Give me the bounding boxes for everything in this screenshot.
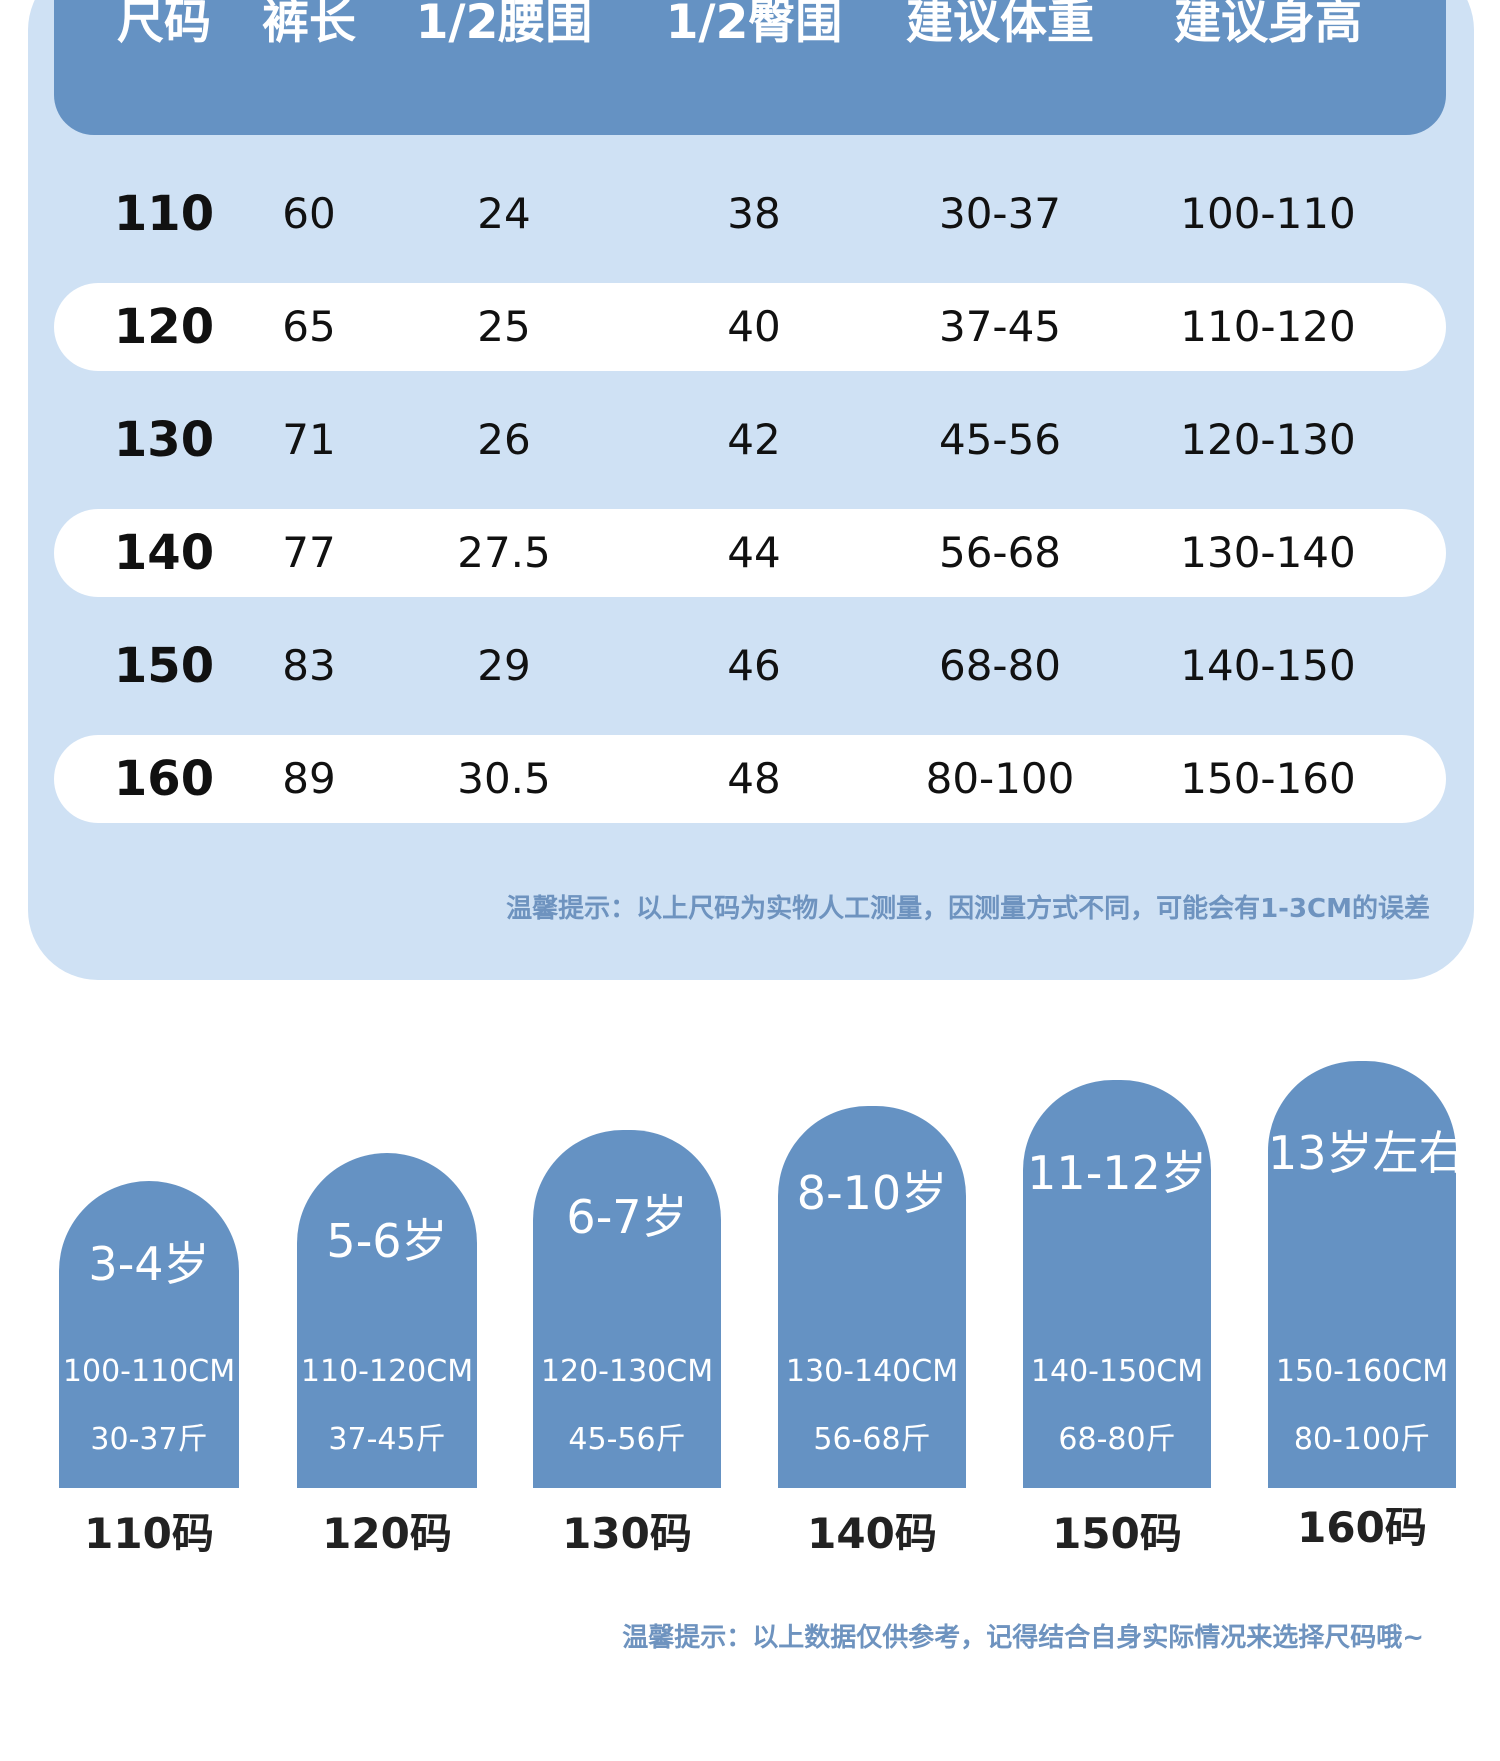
- table-row: 110 60 24 38 30-37 100-110: [54, 170, 1446, 258]
- size-label-120: 120码: [322, 1509, 452, 1558]
- cell-size: 160: [113, 751, 215, 807]
- cell-pants-length: 60: [282, 189, 336, 238]
- age-bar-160: 13岁左右 150-160CM 80-100斤: [1268, 1061, 1465, 1488]
- height-range: 120-130CM: [540, 1354, 714, 1389]
- height-range: 140-150CM: [1030, 1354, 1204, 1389]
- cell-weight: 68-80: [938, 641, 1062, 690]
- cell-height: 100-110: [1180, 189, 1356, 238]
- size-label-160: 160码: [1297, 1503, 1427, 1552]
- cell-height: 110-120: [1180, 302, 1356, 351]
- cell-half-waist: 27.5: [457, 528, 551, 577]
- cell-pants-length: 77: [282, 528, 336, 577]
- cell-half-hip: 48: [727, 754, 781, 803]
- size-label-130: 130码: [562, 1509, 692, 1558]
- size-label-140: 140码: [807, 1509, 937, 1558]
- age-label: 8-10岁: [796, 1166, 948, 1220]
- weight-range: 80-100斤: [1293, 1422, 1431, 1457]
- cell-height: 150-160: [1180, 754, 1356, 803]
- cell-half-hip: 40: [727, 302, 781, 351]
- cell-half-hip: 46: [727, 641, 781, 690]
- height-range: 100-110CM: [62, 1354, 236, 1389]
- cell-half-hip: 42: [727, 415, 781, 464]
- cell-height: 140-150: [1180, 641, 1356, 690]
- size-label-110: 110码: [84, 1509, 214, 1558]
- cell-height: 120-130: [1180, 415, 1356, 464]
- cell-pants-length: 83: [282, 641, 336, 690]
- age-bar-130: 6-7岁 120-130CM 45-56斤: [533, 1130, 721, 1488]
- cell-size: 150: [113, 638, 215, 694]
- cell-half-waist: 29: [477, 641, 531, 690]
- weight-range: 56-68斤: [813, 1422, 931, 1457]
- weight-range: 68-80斤: [1058, 1422, 1176, 1457]
- cell-half-waist: 30.5: [457, 754, 551, 803]
- header-half-hip: 1/2臀围: [665, 0, 843, 50]
- cell-half-waist: 26: [477, 415, 531, 464]
- header-pants-length: 裤长: [262, 0, 356, 50]
- header-size: 尺码: [117, 0, 211, 50]
- table-row: 130 71 26 42 45-56 120-130: [54, 396, 1446, 484]
- cell-weight: 80-100: [925, 754, 1075, 803]
- table-row: 140 77 27.5 44 56-68 130-140: [54, 509, 1446, 597]
- age-label: 11-12岁: [1027, 1146, 1207, 1200]
- cell-size: 110: [113, 186, 215, 242]
- table-row: 150 83 29 46 68-80 140-150: [54, 622, 1446, 710]
- measurement-note: 温馨提示：以上尺码为实物人工测量，因测量方式不同，可能会有1-3CM的误差: [506, 894, 1430, 924]
- cell-pants-length: 89: [282, 754, 336, 803]
- age-label: 13岁左右: [1268, 1126, 1465, 1180]
- table-row: 120 65 25 40 37-45 110-120: [54, 283, 1446, 371]
- age-bar-150: 11-12岁 140-150CM 68-80斤: [1023, 1080, 1211, 1488]
- header-half-waist: 1/2腰围: [415, 0, 593, 50]
- height-range: 130-140CM: [785, 1354, 959, 1389]
- cell-pants-length: 71: [282, 415, 336, 464]
- cell-half-hip: 44: [727, 528, 781, 577]
- cell-height: 130-140: [1180, 528, 1356, 577]
- cell-weight: 45-56: [938, 415, 1062, 464]
- cell-half-waist: 25: [477, 302, 531, 351]
- size-table-card: [28, 0, 1474, 980]
- table-row: 160 89 30.5 48 80-100 150-160: [54, 735, 1446, 823]
- age-label: 6-7岁: [566, 1190, 688, 1244]
- age-bar-110: 3-4岁 100-110CM 30-37斤: [59, 1181, 239, 1488]
- cell-size: 120: [113, 299, 215, 355]
- cell-weight: 37-45: [938, 302, 1062, 351]
- reference-note: 温馨提示：以上数据仅供参考，记得结合自身实际情况来选择尺码哦~: [622, 1623, 1424, 1653]
- cell-weight: 56-68: [938, 528, 1062, 577]
- cell-weight: 30-37: [938, 189, 1062, 238]
- size-table-header: 尺码 裤长 1/2腰围 1/2臀围 建议体重 建议身高: [54, 0, 1446, 135]
- weight-range: 37-45斤: [328, 1422, 446, 1457]
- cell-half-hip: 38: [727, 189, 781, 238]
- cell-pants-length: 65: [282, 302, 336, 351]
- age-bar-140: 8-10岁 130-140CM 56-68斤: [778, 1106, 966, 1488]
- size-label-150: 150码: [1052, 1509, 1182, 1558]
- header-suggested-weight: 建议体重: [906, 0, 1094, 50]
- weight-range: 45-56斤: [568, 1422, 686, 1457]
- cell-half-waist: 24: [477, 189, 531, 238]
- height-range: 110-120CM: [300, 1354, 474, 1389]
- header-suggested-height: 建议身高: [1174, 0, 1362, 50]
- cell-size: 140: [113, 525, 215, 581]
- age-label: 3-4岁: [88, 1237, 210, 1291]
- weight-range: 30-37斤: [90, 1422, 208, 1457]
- age-label: 5-6岁: [326, 1214, 448, 1268]
- age-bar-120: 5-6岁 110-120CM 37-45斤: [297, 1153, 477, 1488]
- height-range: 150-160CM: [1275, 1354, 1449, 1389]
- cell-size: 130: [113, 412, 215, 468]
